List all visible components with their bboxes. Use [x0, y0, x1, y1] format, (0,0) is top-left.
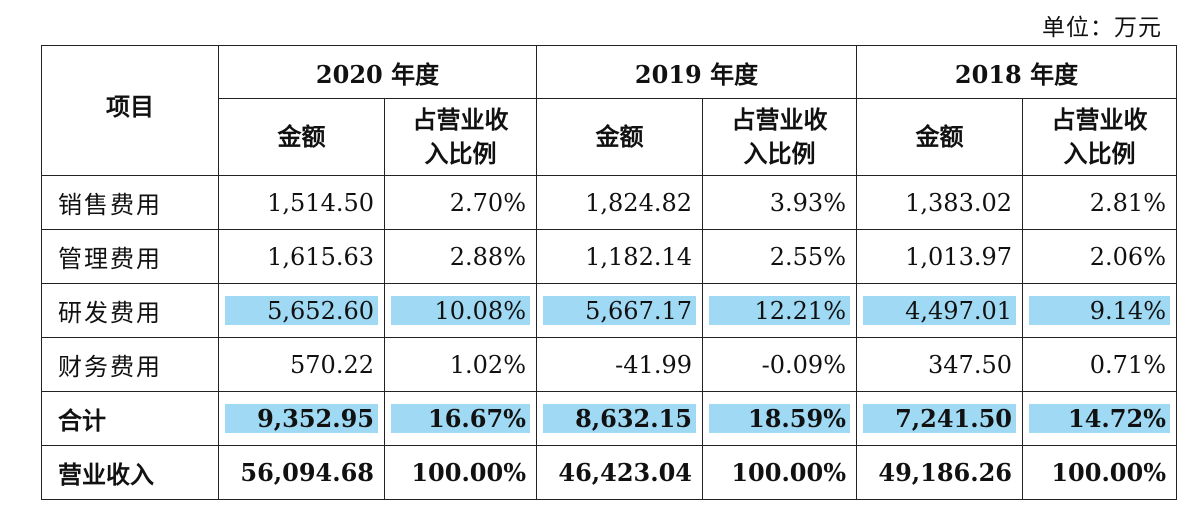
row-label: 营业收入	[41, 445, 219, 500]
cell-value: 2.70%	[384, 175, 537, 230]
cell-value: 1,514.50	[218, 175, 385, 230]
cell-value: 570.22	[218, 337, 385, 392]
cell-text: 5,667.17	[585, 296, 692, 325]
header-year-2019: 2019 年度	[536, 45, 857, 99]
table-row: 管理费用 1,615.63 2.88% 1,182.14 2.55% 1,013…	[41, 229, 1177, 284]
header-ratio: 占营业收 入比例	[1022, 98, 1177, 176]
table-row: 财务费用 570.22 1.02% -41.99 -0.09% 347.50 0…	[41, 337, 1177, 392]
highlight-bar	[543, 296, 696, 325]
cell-value: 1,182.14	[536, 229, 703, 284]
highlight-bar	[225, 404, 378, 433]
cell-text: 16.67%	[428, 404, 526, 433]
cell-text: 14.72%	[1068, 404, 1166, 433]
cell-value-highlighted: 9.14%	[1022, 283, 1177, 338]
header-ratio-line2: 入比例	[1063, 139, 1136, 168]
cell-value: -41.99	[536, 337, 703, 392]
cell-value-highlighted: 16.67%	[384, 391, 537, 446]
cell-value-highlighted: 7,241.50	[856, 391, 1023, 446]
header-ratio-line1: 占营业收	[1051, 105, 1148, 134]
cell-value-highlighted: 8,632.15	[536, 391, 703, 446]
cell-value-highlighted: 10.08%	[384, 283, 537, 338]
table-row: 销售费用 1,514.50 2.70% 1,824.82 3.93% 1,383…	[41, 175, 1177, 230]
cell-value: 3.93%	[702, 175, 857, 230]
cell-value-highlighted: 18.59%	[702, 391, 857, 446]
highlight-bar	[863, 296, 1016, 325]
row-label: 研发费用	[41, 283, 219, 338]
cell-text: 9.14%	[1089, 296, 1166, 325]
cell-value: 100.00%	[384, 445, 537, 500]
cell-value: 49,186.26	[856, 445, 1023, 500]
highlight-bar	[1029, 404, 1170, 433]
cell-text: 7,241.50	[895, 404, 1012, 433]
highlight-bar	[225, 296, 378, 325]
row-label: 销售费用	[41, 175, 219, 230]
cell-value: 1.02%	[384, 337, 537, 392]
cell-value-highlighted: 12.21%	[702, 283, 857, 338]
cell-value-highlighted: 14.72%	[1022, 391, 1177, 446]
cell-value: 56,094.68	[218, 445, 385, 500]
cell-text: 8,632.15	[575, 404, 692, 433]
header-ratio: 占营业收 入比例	[384, 98, 537, 176]
header-amount: 金额	[536, 98, 703, 176]
highlight-bar	[863, 404, 1016, 433]
header-year-2018: 2018 年度	[856, 45, 1177, 99]
row-label: 管理费用	[41, 229, 219, 284]
table-row-total: 合计 9,352.95 16.67% 8,632.15 18.59% 7,241…	[41, 391, 1177, 446]
cell-value: 1,013.97	[856, 229, 1023, 284]
header-ratio-line1: 占营业收	[412, 105, 509, 134]
table-row-revenue: 营业收入 56,094.68 100.00% 46,423.04 100.00%…	[41, 445, 1177, 500]
cell-text: 18.59%	[748, 404, 846, 433]
cell-value: 0.71%	[1022, 337, 1177, 392]
highlight-bar	[709, 404, 850, 433]
cell-text: 5,652.60	[267, 296, 374, 325]
header-ratio-line2: 入比例	[743, 139, 816, 168]
cell-value: 2.06%	[1022, 229, 1177, 284]
cell-text: 12.21%	[754, 296, 846, 325]
highlight-bar	[543, 404, 696, 433]
header-ratio-line2: 入比例	[424, 139, 497, 168]
cell-text: 10.08%	[434, 296, 526, 325]
cell-value-highlighted: 5,667.17	[536, 283, 703, 338]
cell-value: 1,615.63	[218, 229, 385, 284]
highlight-bar	[391, 404, 530, 433]
cell-text: 9,352.95	[257, 404, 374, 433]
cell-value-highlighted: 4,497.01	[856, 283, 1023, 338]
row-label: 财务费用	[41, 337, 219, 392]
highlight-bar	[391, 296, 530, 325]
expense-table: 项目 2020 年度 2019 年度 2018 年度 金额 占营业收入比例 金额…	[41, 45, 1177, 500]
cell-value: 1,383.02	[856, 175, 1023, 230]
header-year-2020: 2020 年度	[218, 45, 537, 99]
header-ratio-line1: 占营业收	[731, 105, 828, 134]
highlight-bar	[1029, 296, 1170, 325]
cell-value-highlighted: 5,652.60	[218, 283, 385, 338]
header-item: 项目	[41, 45, 219, 176]
cell-value-highlighted: 9,352.95	[218, 391, 385, 446]
cell-value: 2.88%	[384, 229, 537, 284]
highlight-bar	[709, 296, 850, 325]
cell-value: 46,423.04	[536, 445, 703, 500]
cell-text: 4,497.01	[905, 296, 1012, 325]
header-ratio: 占营业收 入比例	[702, 98, 857, 176]
table-row: 研发费用 5,652.60 10.08% 5,667.17 12.21% 4,4…	[41, 283, 1177, 338]
header-amount: 金额	[856, 98, 1023, 176]
row-label: 合计	[41, 391, 219, 446]
cell-value: 100.00%	[702, 445, 857, 500]
unit-label: 单位：万元	[1042, 15, 1162, 41]
cell-value: -0.09%	[702, 337, 857, 392]
cell-value: 1,824.82	[536, 175, 703, 230]
header-amount: 金额	[218, 98, 385, 176]
cell-value: 347.50	[856, 337, 1023, 392]
cell-value: 2.55%	[702, 229, 857, 284]
cell-value: 2.81%	[1022, 175, 1177, 230]
cell-value: 100.00%	[1022, 445, 1177, 500]
